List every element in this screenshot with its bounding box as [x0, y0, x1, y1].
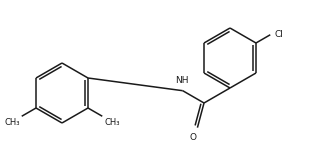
Text: O: O	[190, 133, 197, 142]
Text: CH₃: CH₃	[4, 118, 20, 127]
Text: Cl: Cl	[274, 30, 283, 39]
Text: NH: NH	[175, 76, 188, 85]
Text: CH₃: CH₃	[104, 118, 120, 127]
